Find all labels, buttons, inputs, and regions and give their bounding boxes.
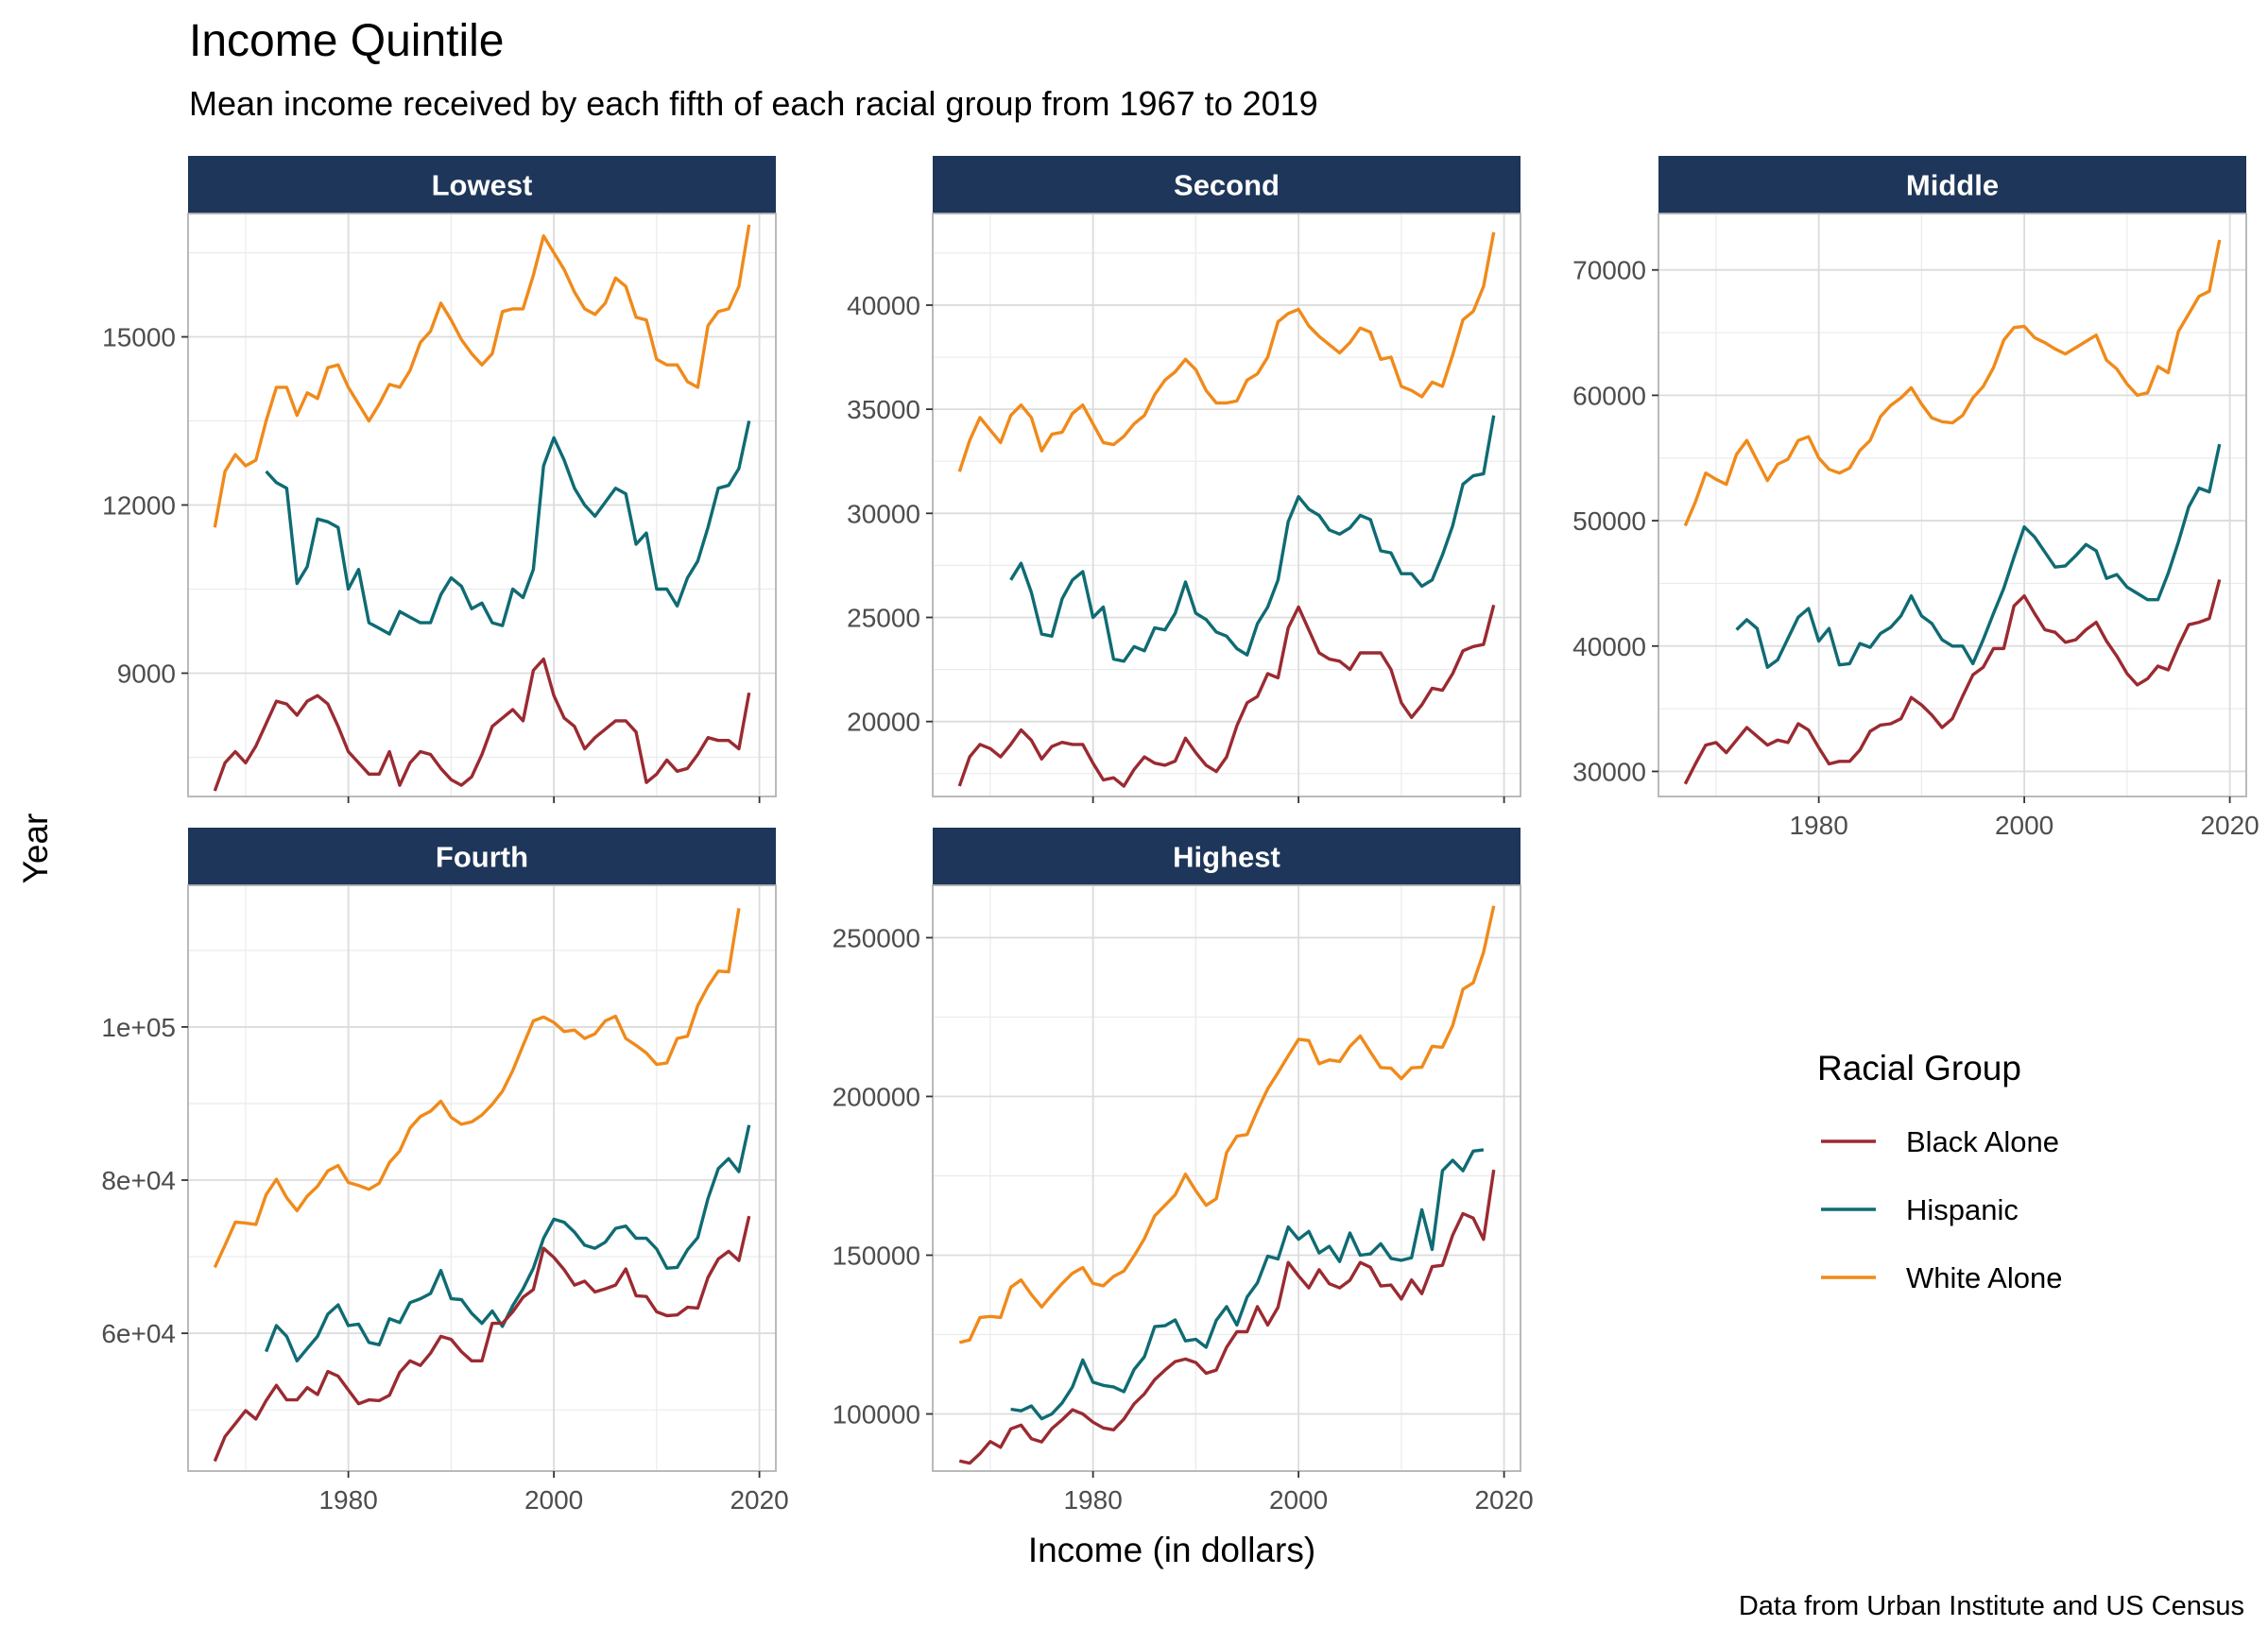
facet-strip bbox=[933, 156, 1521, 214]
y-tick-label: 1e+05 bbox=[101, 1013, 176, 1042]
x-tick-label: 1980 bbox=[1063, 1485, 1122, 1515]
y-tick-label: 6e+04 bbox=[101, 1319, 176, 1348]
y-tick-label: 200000 bbox=[833, 1082, 920, 1111]
x-tick-label: 1980 bbox=[318, 1485, 377, 1515]
x-tick-label: 1980 bbox=[1789, 811, 1847, 840]
series-line-black-alone bbox=[958, 1169, 1496, 1465]
series-line-black-alone bbox=[213, 1215, 751, 1463]
facet-second: Second 20000 25000 30000 35000 40000 bbox=[847, 156, 1521, 803]
series-line-white-alone bbox=[213, 908, 741, 1269]
series-line-hispanic bbox=[1735, 443, 2222, 669]
y-tick-label: 60000 bbox=[1572, 381, 1646, 410]
panel-border bbox=[932, 884, 1521, 1472]
x-tick-label: 2000 bbox=[524, 1485, 583, 1515]
facet-highest: Highest 100000 150000 200000 250000 1980 2000 2… bbox=[833, 828, 1534, 1515]
y-tick-label: 50000 bbox=[1572, 506, 1646, 536]
y-tick-label: 30000 bbox=[847, 499, 920, 528]
facet-strip bbox=[1658, 156, 2246, 214]
facet-strip-label: Middle bbox=[1906, 169, 1999, 202]
y-tick-label: 40000 bbox=[847, 291, 920, 320]
x-tick-label: 2000 bbox=[1269, 1485, 1328, 1515]
series-line-black-alone bbox=[957, 604, 1496, 788]
series-line-white-alone bbox=[958, 905, 1496, 1344]
legend-item: White Alone bbox=[1821, 1261, 2062, 1294]
facet-strip-label: Highest bbox=[1173, 841, 1280, 874]
series-line-hispanic bbox=[1009, 415, 1496, 663]
y-tick-label: 12000 bbox=[102, 491, 176, 521]
y-tick-label: 35000 bbox=[847, 395, 920, 424]
chart-title: Income Quintile bbox=[189, 16, 505, 66]
panel-border bbox=[187, 884, 777, 1472]
facet-fourth: Fourth 6e+04 8e+04 1e+05 1980 2000 2020 bbox=[101, 828, 789, 1515]
series-line-white-alone bbox=[957, 231, 1496, 472]
y-tick-label: 100000 bbox=[833, 1400, 920, 1430]
legend: Racial Group Black Alone Hispanic White Al… bbox=[1817, 1049, 2062, 1294]
facet-strip-label: Second bbox=[1174, 169, 1280, 202]
y-tick-label: 25000 bbox=[847, 603, 920, 632]
legend-title: Racial Group bbox=[1817, 1049, 2021, 1087]
chart-subtitle: Mean income received by each fifth of ea… bbox=[189, 84, 1318, 123]
x-tick-label: 2020 bbox=[730, 1485, 788, 1515]
series-line-hispanic bbox=[265, 1124, 751, 1363]
series-line-hispanic bbox=[1010, 1148, 1485, 1421]
series-line-black-alone bbox=[213, 657, 751, 792]
facet-strip bbox=[188, 828, 776, 885]
y-tick-label: 150000 bbox=[833, 1241, 920, 1270]
facet-middle: Middle 30000 40000 50000 60000 70000 1980 2000 2… bbox=[1572, 156, 2259, 840]
y-tick-label: 40000 bbox=[1572, 632, 1646, 661]
legend-label: White Alone bbox=[1906, 1261, 2062, 1294]
y-tick-label: 70000 bbox=[1572, 256, 1646, 285]
y-tick-label: 20000 bbox=[847, 708, 920, 737]
panel-border bbox=[1658, 213, 2247, 797]
y-tick-label: 9000 bbox=[117, 659, 176, 688]
x-axis-title: Income (in dollars) bbox=[1028, 1531, 1315, 1569]
series-line-black-alone bbox=[1683, 578, 2222, 785]
x-tick-label: 2000 bbox=[1995, 811, 2053, 840]
facet-lowest: Lowest 9000 12000 15000 bbox=[102, 156, 777, 803]
x-tick-label: 2020 bbox=[2200, 811, 2259, 840]
facet-strip-label: Lowest bbox=[432, 169, 533, 202]
series-line-hispanic bbox=[265, 420, 751, 636]
facet-panels: Lowest 9000 12000 15000 Second 20000 25000 3000… bbox=[101, 156, 2259, 1515]
facet-strip bbox=[188, 156, 776, 214]
y-tick-label: 15000 bbox=[102, 323, 176, 352]
legend-label: Black Alone bbox=[1906, 1125, 2059, 1158]
chart-caption: Data from Urban Institute and US Census bbox=[1738, 1591, 2244, 1621]
legend-item: Black Alone bbox=[1821, 1125, 2059, 1158]
x-tick-label: 2020 bbox=[1474, 1485, 1533, 1515]
panel-border bbox=[932, 213, 1521, 797]
y-tick-label: 8e+04 bbox=[101, 1166, 176, 1195]
y-tick-label: 250000 bbox=[833, 923, 920, 952]
series-line-white-alone bbox=[213, 224, 751, 528]
series-line-white-alone bbox=[1683, 239, 2222, 527]
legend-item: Hispanic bbox=[1821, 1193, 2019, 1226]
y-tick-label: 30000 bbox=[1572, 757, 1646, 786]
y-axis-title: Year bbox=[16, 813, 55, 884]
legend-label: Hispanic bbox=[1906, 1193, 2019, 1226]
facet-strip-label: Fourth bbox=[436, 841, 528, 874]
legend-items: Black Alone Hispanic White Alone bbox=[1821, 1125, 2062, 1294]
facet-strip bbox=[933, 828, 1521, 885]
